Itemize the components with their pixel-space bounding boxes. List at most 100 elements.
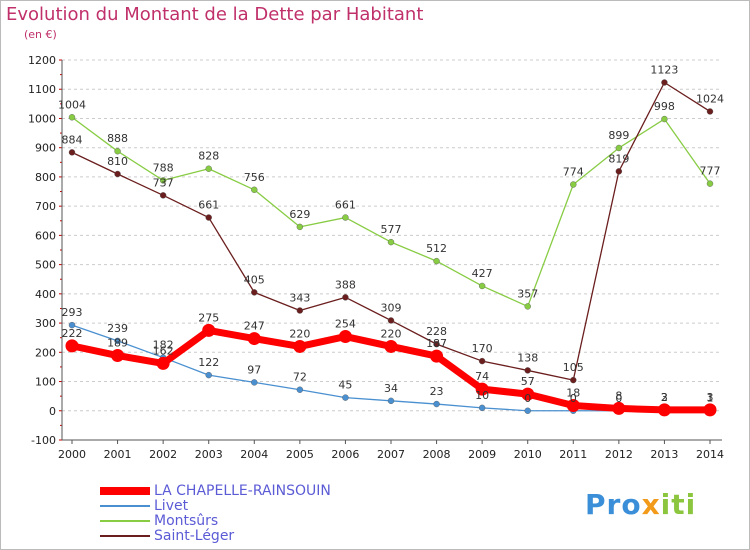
data-point <box>68 114 76 121</box>
y-tick-label: 900 <box>35 142 56 155</box>
data-label: 293 <box>62 306 83 319</box>
data-point <box>478 282 486 290</box>
data-label: 737 <box>153 176 174 189</box>
y-tick-label: 700 <box>35 200 56 213</box>
data-point <box>703 403 717 417</box>
data-label: 254 <box>335 318 356 331</box>
legend-label: Saint-Léger <box>154 528 235 544</box>
data-point <box>433 400 440 408</box>
data-point <box>524 303 531 310</box>
data-label: 57 <box>521 375 535 388</box>
data-label: 1024 <box>696 92 724 105</box>
data-label: 357 <box>517 287 538 300</box>
data-label: 182 <box>153 339 174 352</box>
data-label: 0 <box>615 392 622 405</box>
data-point <box>566 399 580 413</box>
data-label: 18 <box>566 387 580 400</box>
legend-swatch <box>100 487 150 495</box>
data-label: 3 <box>661 391 668 404</box>
data-point <box>430 349 444 363</box>
unit-label: (en €) <box>24 28 57 41</box>
data-point <box>251 289 258 296</box>
data-label: 170 <box>472 342 493 355</box>
data-label: 222 <box>62 327 83 340</box>
data-label: 34 <box>384 382 398 395</box>
x-tick-label: 2001 <box>104 448 132 461</box>
x-tick-label: 2011 <box>559 448 587 461</box>
data-label: 0 <box>570 392 577 405</box>
x-tick-label: 2002 <box>149 448 177 461</box>
data-point <box>202 323 216 337</box>
y-tick-label: 400 <box>35 288 56 301</box>
data-label: 512 <box>426 242 447 255</box>
data-label: 405 <box>244 273 265 286</box>
data-point <box>521 387 535 401</box>
data-point <box>615 168 623 175</box>
data-label: 239 <box>107 322 128 335</box>
data-point <box>111 349 125 363</box>
plot-area <box>62 60 722 440</box>
data-label: 97 <box>247 363 261 376</box>
data-point <box>615 144 623 152</box>
legend-swatch <box>100 505 150 507</box>
data-label: 888 <box>107 132 128 145</box>
x-tick-label: 2009 <box>468 448 496 461</box>
data-point <box>114 170 121 178</box>
data-label: 661 <box>198 199 219 212</box>
data-label: 810 <box>107 155 128 168</box>
data-point <box>387 238 395 246</box>
data-point <box>387 317 395 324</box>
x-tick-label: 2006 <box>331 448 359 461</box>
x-tick-label: 2000 <box>58 448 86 461</box>
x-tick-label: 2008 <box>423 448 451 461</box>
data-point <box>338 330 352 344</box>
legend-swatch <box>100 535 150 537</box>
y-tick-label: 200 <box>35 346 56 359</box>
data-point <box>251 379 258 386</box>
data-label: 774 <box>563 166 584 179</box>
data-label: 1004 <box>58 98 86 111</box>
data-point <box>205 371 212 379</box>
x-tick-label: 2013 <box>650 448 678 461</box>
x-tick-label: 2010 <box>514 448 542 461</box>
data-label: 577 <box>381 223 402 236</box>
chart-title: Evolution du Montant de la Dette par Hab… <box>6 4 424 25</box>
data-point <box>384 339 398 353</box>
data-label: 343 <box>289 292 310 305</box>
x-tick-label: 2014 <box>696 448 724 461</box>
data-label: 247 <box>244 320 265 333</box>
data-label: 777 <box>700 165 721 178</box>
data-point <box>612 401 626 415</box>
data-label: 0 <box>524 392 531 405</box>
y-tick-label: 600 <box>35 229 56 242</box>
data-point <box>251 186 258 193</box>
data-point <box>296 223 304 231</box>
data-label: 2 <box>661 391 668 404</box>
x-tick-label: 2003 <box>195 448 223 461</box>
data-point <box>661 115 668 123</box>
y-tick-label: 1200 <box>28 54 56 67</box>
data-point <box>296 386 304 393</box>
data-label: 309 <box>381 301 402 314</box>
data-point <box>114 147 121 155</box>
data-point <box>524 367 531 374</box>
data-label: 819 <box>608 152 629 165</box>
data-point <box>159 177 167 184</box>
x-tick-label: 2012 <box>605 448 633 461</box>
data-point <box>247 332 261 346</box>
y-tick-label: -100 <box>31 434 56 447</box>
data-label: 756 <box>244 171 265 184</box>
data-label: 122 <box>198 356 219 369</box>
data-label: 220 <box>381 327 402 340</box>
data-point <box>706 108 714 115</box>
data-point <box>706 180 714 187</box>
data-label: 220 <box>289 327 310 340</box>
data-label: 788 <box>153 161 174 174</box>
y-tick-label: 0 <box>49 405 56 418</box>
data-point <box>478 404 486 412</box>
legend-label: Montsûrs <box>154 513 219 529</box>
data-label: 427 <box>472 267 493 280</box>
logo-part-3: iti <box>660 488 697 521</box>
legend-swatch <box>100 520 150 522</box>
